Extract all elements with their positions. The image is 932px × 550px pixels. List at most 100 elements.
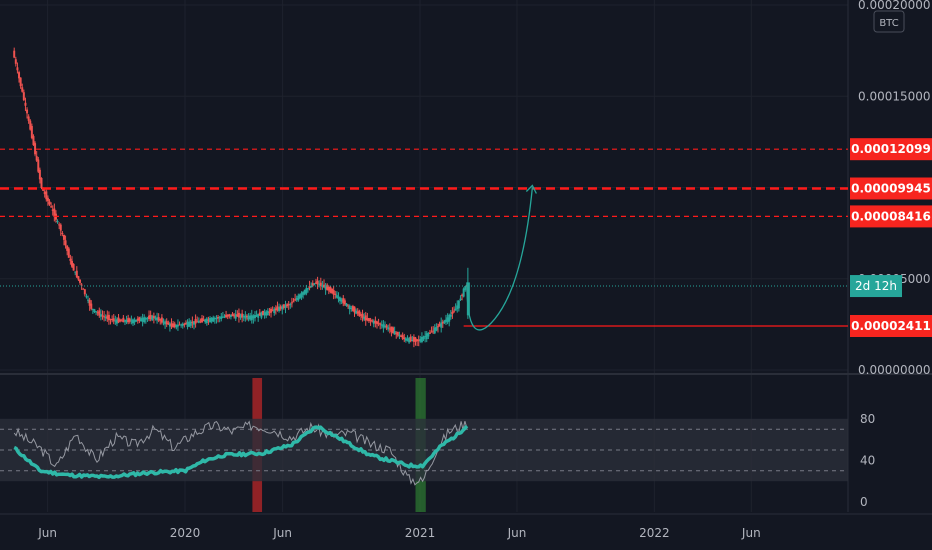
candle-body [181, 323, 184, 326]
candle-body [159, 319, 162, 321]
candle-body [446, 317, 449, 323]
candle-body [371, 320, 374, 322]
horizontal-levels[interactable]: 0.00012099 0.00009945 0.00008416 0.00002411 [0, 138, 932, 337]
candle-body [96, 312, 99, 314]
candle-body [191, 321, 194, 324]
candle-body [14, 59, 17, 64]
candle-body [398, 335, 401, 337]
level-tag-label: 0.00002411 [851, 319, 931, 333]
candle-body [98, 310, 101, 316]
candle-body [111, 318, 114, 321]
candle-body [318, 283, 321, 285]
candle-body [162, 321, 165, 323]
currency-badge: BTC [873, 10, 905, 33]
level-tag-bg [850, 177, 932, 200]
candle-body [466, 282, 470, 316]
candle-body [417, 339, 420, 342]
candle-body [135, 319, 138, 322]
candle-body [101, 315, 104, 317]
price-axis[interactable]: 0.000200000.000150000.000050000.00000000… [850, 0, 931, 377]
candle-body [361, 314, 364, 318]
candle-body [217, 316, 220, 319]
candle-body [24, 102, 27, 106]
candle-body [16, 67, 19, 71]
projection-arrowhead [525, 184, 537, 194]
candle-body [310, 285, 313, 288]
candle-body [249, 315, 252, 320]
candle-body [103, 316, 106, 318]
candle-body [107, 314, 110, 321]
candle-body [122, 317, 125, 323]
candle-body [83, 289, 86, 295]
countdown-tag-bg [850, 275, 902, 298]
candle-body [252, 315, 255, 319]
candle-body [464, 286, 467, 290]
candle-body [276, 306, 279, 311]
candle-body [80, 284, 83, 286]
candlestick-series[interactable] [13, 47, 470, 348]
candle-body [353, 306, 356, 313]
level-tag: 0.00012099 [850, 138, 932, 161]
candle-body [292, 301, 295, 303]
candle-body [112, 318, 115, 322]
time-axis[interactable]: Jun 2020 Jun 2021 Jun 2022 Jun [37, 526, 760, 540]
candle-body [146, 318, 149, 320]
candle-body [305, 288, 308, 294]
candle-body [387, 327, 390, 330]
candle-body [364, 315, 367, 321]
candle-body [428, 332, 431, 334]
candle-body [45, 191, 48, 200]
candle-body [453, 310, 456, 312]
candle-body [160, 317, 163, 323]
candle-body [218, 317, 221, 319]
candle-body [327, 286, 330, 291]
candle-body [392, 327, 395, 334]
candle-body [192, 321, 195, 325]
candle-body [143, 317, 146, 323]
candle-body [282, 304, 285, 308]
candle-body [404, 338, 407, 341]
candle-body [289, 304, 292, 306]
candle-body [326, 284, 329, 291]
projection-arrow[interactable] [466, 184, 537, 331]
candle-body [263, 312, 266, 316]
candle-body [212, 317, 215, 322]
candle-body [247, 315, 250, 320]
candle-body [133, 319, 136, 323]
candle-body [237, 312, 240, 318]
candle-body [379, 323, 382, 325]
candle-body [438, 324, 441, 327]
candle-body [173, 323, 176, 328]
level-tag-bg [850, 205, 932, 228]
candle-body [363, 316, 366, 320]
candle-body [99, 314, 102, 317]
candle-body [408, 338, 411, 343]
candle-body [358, 310, 361, 316]
candle-body [324, 286, 327, 290]
candle-body [414, 337, 417, 342]
candle-body [152, 315, 155, 319]
candle-body [440, 322, 443, 328]
oscillator-pane[interactable]: 80 40 0 [0, 412, 875, 509]
candle-body [51, 209, 54, 211]
candle-body [351, 306, 354, 311]
candle-body [144, 317, 147, 320]
candle-body [43, 191, 46, 195]
countdown-tag-label: 2d 12h [855, 279, 897, 293]
oscillator-main-line [13, 424, 469, 480]
candle-body [69, 258, 72, 261]
candle-body [303, 289, 306, 295]
candle-body [30, 125, 33, 138]
candle-body [62, 234, 65, 240]
candle-body [87, 299, 90, 301]
candle-body [316, 280, 319, 285]
candle-body [427, 332, 430, 337]
candle-body [287, 304, 290, 306]
candle-body [188, 321, 191, 327]
candle-body [347, 305, 350, 307]
candle-body [228, 314, 231, 317]
candle-body [420, 337, 423, 342]
candle-body [449, 314, 452, 317]
candle-body [175, 324, 178, 328]
